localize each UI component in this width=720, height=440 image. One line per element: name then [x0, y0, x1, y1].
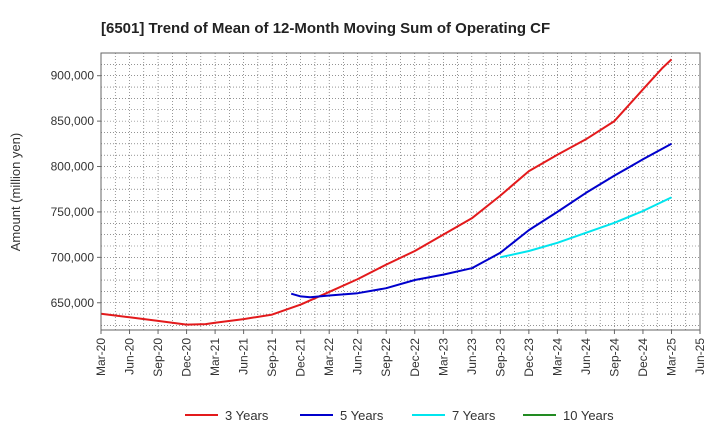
x-tick-label: Sep-24: [607, 338, 621, 377]
y-tick-label: 900,000: [51, 69, 95, 83]
y-tick-label: 650,000: [51, 296, 95, 310]
x-tick-label: Mar-21: [208, 338, 222, 376]
series-lines: [100, 58, 673, 326]
x-tick-label: Dec-24: [636, 338, 650, 377]
legend-label: 10 Years: [563, 408, 614, 423]
x-tick-label: Mar-23: [436, 338, 450, 376]
x-tick-label: Mar-24: [550, 338, 564, 376]
legend: 3 Years 5 Years 7 Years 10 Years: [185, 408, 614, 423]
x-tick-label: Sep-23: [493, 338, 507, 377]
x-tick-label: Jun-20: [123, 338, 137, 375]
y-tick-label: 700,000: [51, 250, 95, 264]
y-axis-ticks: 650,000 700,000 750,000 800,000 850,000 900,0…: [51, 69, 101, 310]
x-tick-label: Jun-23: [465, 338, 479, 375]
x-tick-label: Dec-23: [522, 338, 536, 377]
y-axis-label: Amount (million yen): [8, 133, 23, 252]
x-axis-ticks: Mar-20 Jun-20 Sep-20 Dec-20 Mar-21 Jun-21 Sep-…: [94, 330, 707, 377]
x-tick-label: Mar-22: [322, 338, 336, 376]
series-line-7-years: [500, 196, 672, 259]
legend-label: 3 Years: [225, 408, 269, 423]
grid-lines: [100, 52, 701, 330]
x-tick-label: Mar-25: [664, 338, 678, 376]
y-tick-label: 800,000: [51, 160, 95, 174]
x-tick-label: Mar-20: [94, 338, 108, 376]
x-tick-label: Jun-25: [693, 338, 707, 375]
chart-title: [6501] Trend of Mean of 12-Month Moving …: [101, 20, 550, 37]
y-tick-label: 850,000: [51, 114, 95, 128]
x-tick-label: Sep-22: [379, 338, 393, 377]
x-tick-label: Jun-24: [579, 338, 593, 375]
series-line-3-years: [100, 58, 673, 326]
legend-label: 7 Years: [452, 408, 496, 423]
x-tick-label: Dec-20: [180, 338, 194, 377]
y-tick-label: 750,000: [51, 205, 95, 219]
legend-label: 5 Years: [340, 408, 384, 423]
x-tick-label: Jun-22: [351, 338, 365, 375]
x-tick-label: Jun-21: [237, 338, 251, 375]
x-tick-label: Dec-21: [294, 338, 308, 377]
x-tick-label: Sep-20: [151, 338, 165, 377]
plot-border: [100, 52, 701, 331]
x-tick-label: Sep-21: [265, 338, 279, 377]
x-tick-label: Dec-22: [408, 338, 422, 377]
series-line-5-years: [290, 142, 672, 299]
